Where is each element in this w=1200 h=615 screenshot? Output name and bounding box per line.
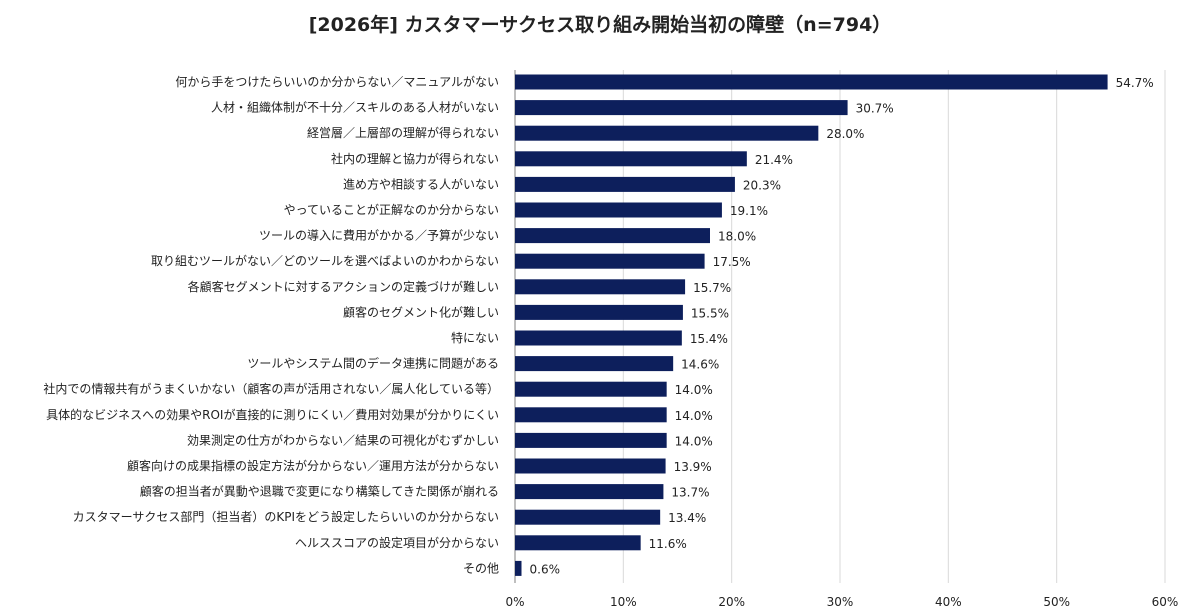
bar xyxy=(515,356,674,372)
value-label: 20.3% xyxy=(743,178,781,192)
bar xyxy=(515,509,661,525)
bar xyxy=(515,202,722,218)
category-label: ツールやシステム間のデータ連携に問題がある xyxy=(247,356,499,371)
category-label: カスタマーサクセス部門（担当者）のKPIをどう設定したらいいのか分からない xyxy=(73,509,499,524)
category-label: 進め方や相談する人がいない xyxy=(343,176,499,191)
value-label: 18.0% xyxy=(718,230,756,244)
value-label: 11.6% xyxy=(649,537,687,551)
value-label: 21.4% xyxy=(755,153,793,167)
category-label: 顧客の担当者が異動や退職で変更になり構築してきた関係が崩れる xyxy=(140,484,499,499)
value-label: 0.6% xyxy=(530,562,561,576)
category-label: 顧客向けの成果指標の設定方法が分からない／運用方法が分からない xyxy=(127,458,499,473)
bar xyxy=(515,125,819,141)
x-axis-ticks: 0% 10% 20% 30% 40% 50% 60% xyxy=(505,595,1178,609)
x-tick-label: 50% xyxy=(1043,595,1070,609)
value-label: 14.0% xyxy=(675,383,713,397)
value-label: 28.0% xyxy=(826,127,864,141)
value-label: 15.5% xyxy=(691,306,729,320)
bars xyxy=(515,74,1108,576)
value-label: 13.9% xyxy=(674,460,712,474)
bar xyxy=(515,100,848,116)
category-label: 効果測定の仕方がわからない／結果の可視化がむずかしい xyxy=(187,432,499,447)
bar xyxy=(515,176,735,192)
gridlines xyxy=(514,70,1166,583)
x-tick-label: 40% xyxy=(935,595,962,609)
bar xyxy=(515,228,710,244)
bar xyxy=(515,560,522,576)
category-label: 取り組むツールがない／どのツールを選べばよいのかわからない xyxy=(151,253,499,268)
category-label: ツールの導入に費用がかかる／予算が少ない xyxy=(259,228,499,243)
x-tick-label: 0% xyxy=(505,595,524,609)
value-label: 19.1% xyxy=(730,204,768,218)
bar xyxy=(515,253,705,269)
bar xyxy=(515,432,667,448)
bar xyxy=(515,304,683,320)
category-label: 具体的なビジネスへの効果やROIが直接的に測りにくい／費用対効果が分かりにくい xyxy=(46,407,499,422)
value-label: 13.7% xyxy=(671,486,709,500)
category-label: ヘルススコアの設定項目が分からない xyxy=(295,535,499,550)
x-tick-label: 60% xyxy=(1152,595,1179,609)
value-label: 30.7% xyxy=(856,102,894,116)
value-label: 15.7% xyxy=(693,281,731,295)
bar xyxy=(515,279,686,295)
chart-title: [2026年] カスタマーサクセス取り組み開始当初の障壁（n=794） xyxy=(308,14,892,36)
x-tick-label: 10% xyxy=(610,595,637,609)
bar xyxy=(515,458,666,474)
value-label: 14.0% xyxy=(675,434,713,448)
category-label: 社内の理解と協力が得られない xyxy=(331,151,499,166)
value-label: 17.5% xyxy=(713,255,751,269)
category-label: やっていることが正解なのか分からない xyxy=(284,202,499,217)
bar xyxy=(515,407,667,423)
labels: 何から手をつけたらいいのか分からない／マニュアルがない 54.7% 人材・組織体制が… xyxy=(43,74,1153,576)
bar xyxy=(515,330,682,346)
bar xyxy=(515,484,664,500)
category-label: その他 xyxy=(463,561,499,575)
bar xyxy=(515,74,1108,90)
bar xyxy=(515,381,667,397)
value-label: 14.6% xyxy=(681,358,719,372)
category-label: 社内での情報共有がうまくいかない（顧客の声が活用されない／属人化している等） xyxy=(43,381,499,396)
bar xyxy=(515,151,747,167)
category-label: 各顧客セグメントに対するアクションの定義づけが難しい xyxy=(188,279,499,294)
x-tick-label: 20% xyxy=(718,595,745,609)
value-label: 15.4% xyxy=(690,332,728,346)
value-label: 13.4% xyxy=(668,511,706,525)
value-label: 54.7% xyxy=(1116,76,1154,90)
category-label: 特にない xyxy=(451,330,499,345)
category-label: 顧客のセグメント化が難しい xyxy=(343,304,499,319)
category-label: 人材・組織体制が不十分／スキルのある人材がいない xyxy=(211,100,499,115)
category-label: 経営層／上層部の理解が得られない xyxy=(307,125,499,140)
value-label: 14.0% xyxy=(675,409,713,423)
x-tick-label: 30% xyxy=(827,595,854,609)
bar xyxy=(515,535,641,551)
category-label: 何から手をつけたらいいのか分からない／マニュアルがない xyxy=(175,74,499,89)
